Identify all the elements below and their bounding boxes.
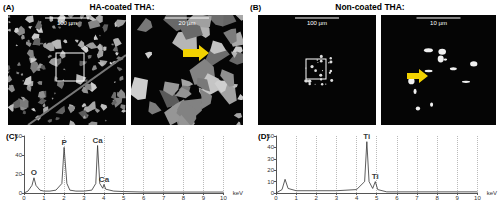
svg-text:0: 0 xyxy=(270,190,274,196)
svg-text:0: 0 xyxy=(22,195,26,201)
svg-text:10: 10 xyxy=(267,179,274,185)
svg-text:(B): (B) xyxy=(250,3,261,12)
svg-text:4: 4 xyxy=(355,195,359,201)
svg-text:keV: keV xyxy=(233,190,243,196)
svg-text:O: O xyxy=(31,168,37,177)
svg-text:5: 5 xyxy=(375,195,379,201)
svg-text:10 µm: 10 µm xyxy=(430,20,447,26)
svg-text:P: P xyxy=(61,138,67,147)
svg-text:2: 2 xyxy=(315,195,319,201)
svg-text:7: 7 xyxy=(415,195,419,201)
svg-text:Ti: Ti xyxy=(372,172,379,181)
svg-text:40: 40 xyxy=(15,152,22,158)
svg-text:20: 20 xyxy=(15,171,22,177)
svg-text:1: 1 xyxy=(42,195,46,201)
svg-text:100 µm: 100 µm xyxy=(307,20,327,26)
svg-text:HA-coated THA:: HA-coated THA: xyxy=(89,2,154,12)
svg-text:9: 9 xyxy=(456,195,460,201)
svg-text:(D): (D) xyxy=(258,132,269,141)
svg-text:20: 20 xyxy=(267,167,274,173)
svg-text:keV: keV xyxy=(487,190,497,196)
svg-text:10: 10 xyxy=(474,195,481,201)
svg-text:60: 60 xyxy=(15,133,22,139)
svg-text:4: 4 xyxy=(102,195,106,201)
svg-text:Ca: Ca xyxy=(99,175,110,184)
svg-text:0: 0 xyxy=(18,190,22,196)
svg-text:(C): (C) xyxy=(6,132,17,141)
svg-text:40: 40 xyxy=(267,144,274,150)
svg-text:8: 8 xyxy=(182,195,186,201)
svg-text:2: 2 xyxy=(62,195,66,201)
svg-text:50: 50 xyxy=(267,133,274,139)
svg-text:Ti: Ti xyxy=(363,132,370,141)
svg-text:(A): (A) xyxy=(3,3,14,12)
svg-text:100 µm: 100 µm xyxy=(57,20,77,26)
svg-text:7: 7 xyxy=(162,195,166,201)
svg-text:5: 5 xyxy=(122,195,126,201)
svg-text:3: 3 xyxy=(82,195,86,201)
svg-text:8: 8 xyxy=(435,195,439,201)
svg-text:30: 30 xyxy=(267,156,274,162)
svg-text:Non-coated THA:: Non-coated THA: xyxy=(335,2,405,12)
svg-text:20 µm: 20 µm xyxy=(179,20,196,26)
svg-text:3: 3 xyxy=(335,195,339,201)
svg-text:6: 6 xyxy=(142,195,146,201)
svg-text:10: 10 xyxy=(220,195,227,201)
svg-text:9: 9 xyxy=(202,195,206,201)
svg-text:1: 1 xyxy=(294,195,298,201)
svg-text:Ca: Ca xyxy=(92,136,103,145)
svg-text:0: 0 xyxy=(274,195,278,201)
svg-text:6: 6 xyxy=(395,195,399,201)
